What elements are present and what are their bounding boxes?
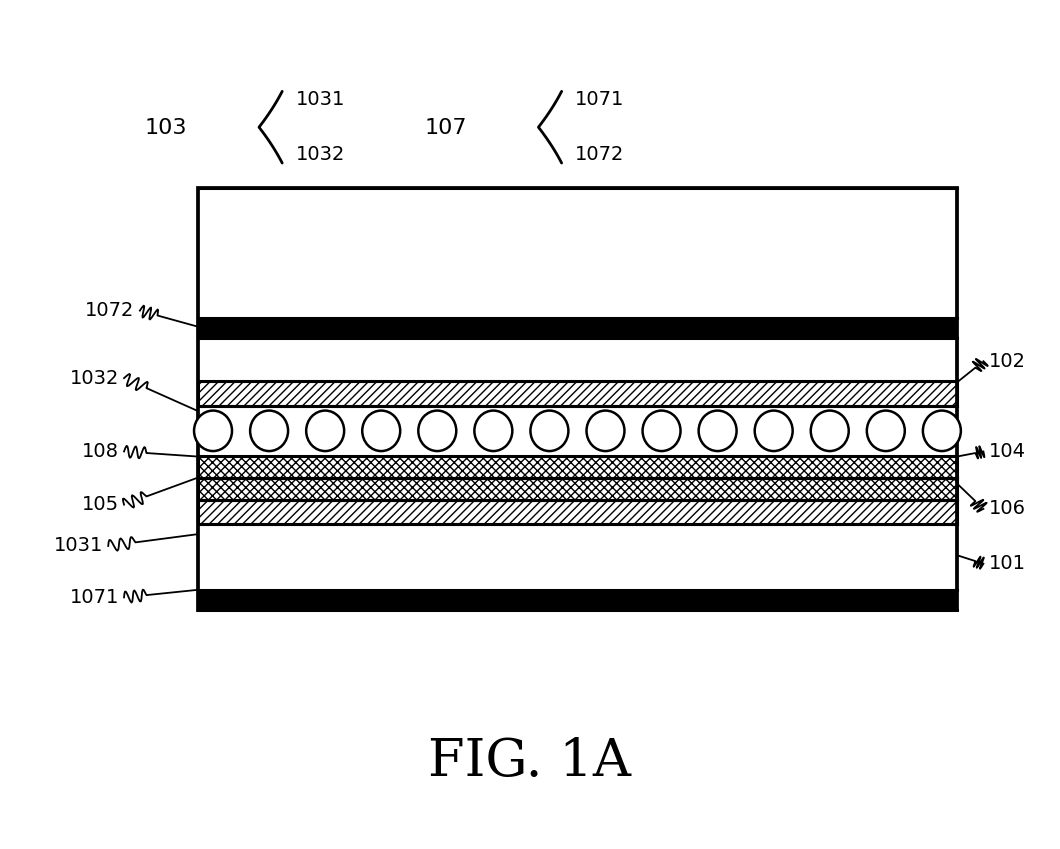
Text: 1032: 1032: [296, 145, 346, 164]
Bar: [198, 590, 957, 610]
Text: 1072: 1072: [576, 145, 624, 164]
Bar: [198, 478, 957, 500]
Bar: [198, 381, 957, 406]
Text: FIG. 1A: FIG. 1A: [428, 736, 632, 787]
Ellipse shape: [250, 411, 288, 451]
Ellipse shape: [755, 411, 793, 451]
Ellipse shape: [475, 411, 512, 451]
Ellipse shape: [363, 411, 401, 451]
Text: 104: 104: [989, 442, 1026, 461]
Ellipse shape: [699, 411, 737, 451]
Ellipse shape: [586, 411, 624, 451]
Bar: [198, 525, 957, 590]
Ellipse shape: [811, 411, 849, 451]
Bar: [198, 318, 957, 338]
Text: 106: 106: [989, 499, 1026, 519]
Text: 1071: 1071: [69, 588, 119, 607]
Bar: [198, 500, 957, 525]
Bar: [198, 406, 957, 456]
Ellipse shape: [194, 411, 232, 451]
Ellipse shape: [923, 411, 960, 451]
Ellipse shape: [306, 411, 344, 451]
Text: 1072: 1072: [85, 301, 135, 320]
Ellipse shape: [642, 411, 681, 451]
Text: 105: 105: [82, 495, 119, 514]
Text: 107: 107: [424, 118, 466, 138]
Bar: [198, 456, 957, 478]
Text: 103: 103: [145, 118, 188, 138]
Text: 1032: 1032: [69, 368, 119, 388]
Bar: [198, 338, 957, 381]
Bar: [198, 188, 957, 610]
Text: 1031: 1031: [296, 90, 346, 110]
Ellipse shape: [867, 411, 905, 451]
Text: 101: 101: [989, 554, 1026, 573]
Text: 1071: 1071: [576, 90, 624, 110]
Bar: [198, 188, 957, 318]
Ellipse shape: [419, 411, 456, 451]
Ellipse shape: [530, 411, 568, 451]
Text: 1031: 1031: [54, 537, 103, 555]
Text: 108: 108: [82, 442, 119, 461]
Text: 102: 102: [989, 351, 1026, 371]
